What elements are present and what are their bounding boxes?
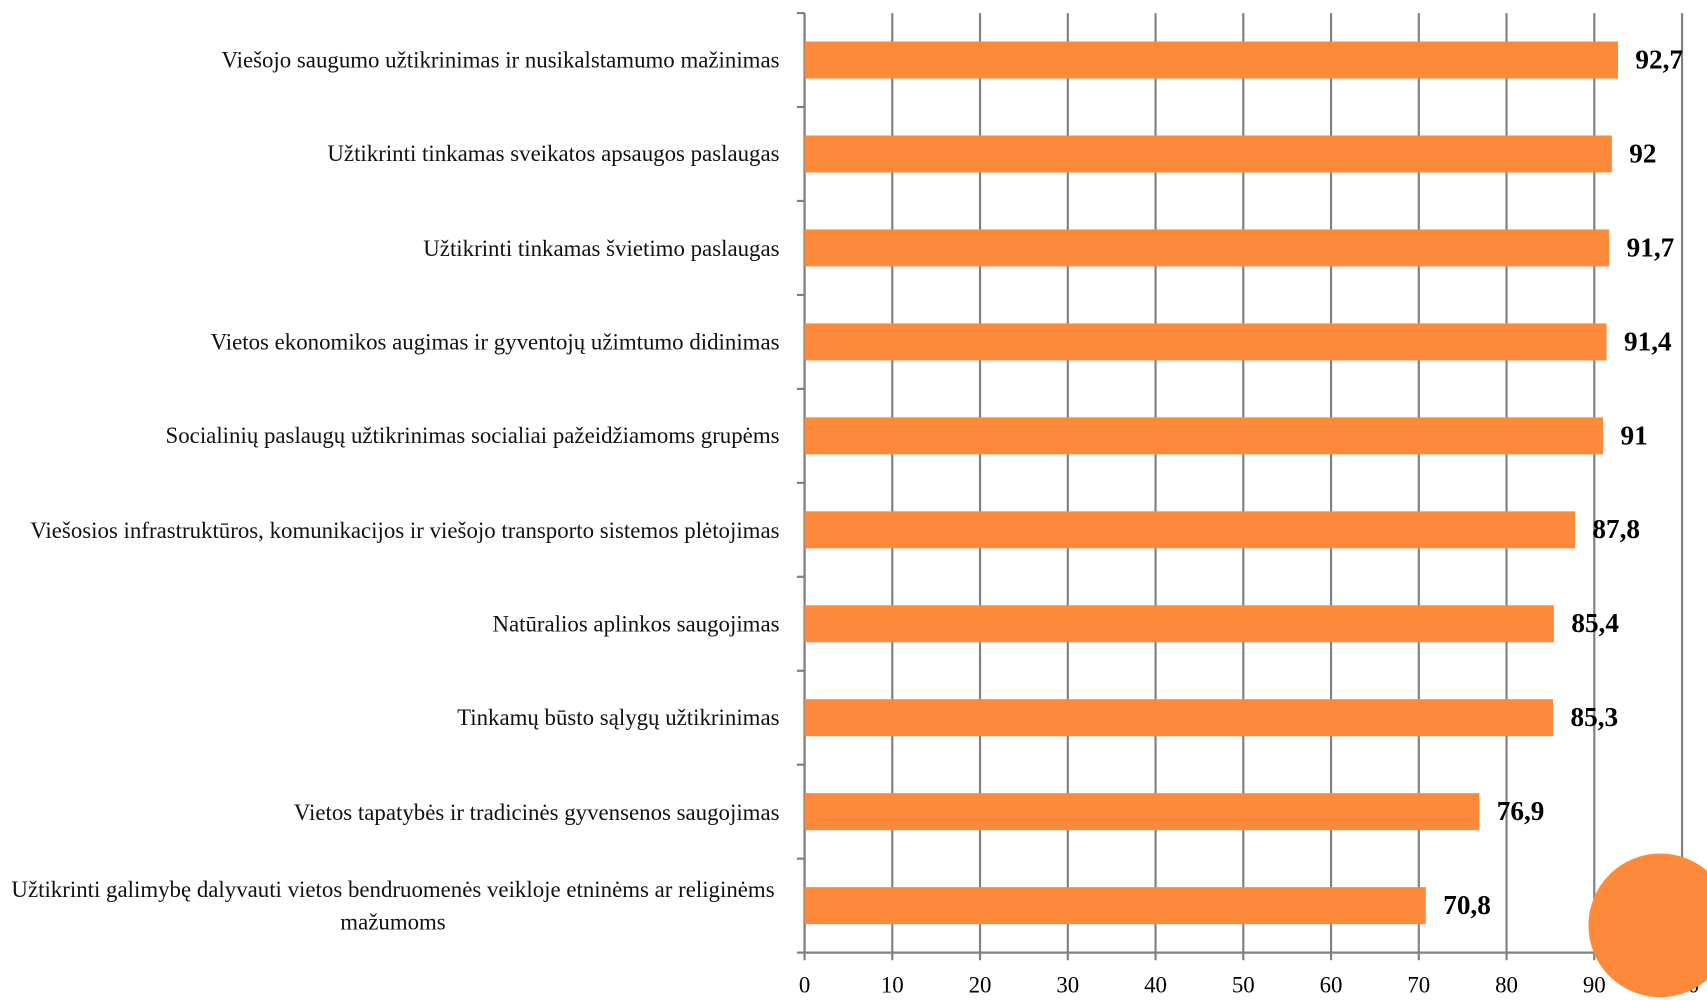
x-tick-label: 60 — [1320, 973, 1343, 998]
value-label: 91 — [1620, 420, 1647, 450]
bar — [804, 699, 1554, 737]
category-label-box: Užtikrinti galimybę dalyvauti vietos ben… — [0, 859, 780, 953]
category-label-box: Tinkamų būsto sąlygų užtikrinimas — [0, 671, 780, 765]
category-label: Viešojo saugumo užtikrinimas ir nusikals… — [221, 46, 780, 74]
x-tick-label: 70 — [1407, 973, 1430, 998]
value-label: 91,7 — [1627, 232, 1675, 262]
category-label: Užtikrinti tinkamas sveikatos apsaugos p… — [327, 140, 780, 168]
category-label-box: Vietos tapatybės ir tradicinės gyvenseno… — [0, 765, 780, 859]
bar — [804, 887, 1426, 925]
x-tick-label: 30 — [1056, 973, 1079, 998]
x-tick-label: 40 — [1144, 973, 1167, 998]
decoration — [1588, 853, 1707, 998]
bar — [804, 605, 1554, 643]
category-label: Natūralios aplinkos saugojimas — [492, 610, 780, 637]
x-tick-label: 20 — [969, 973, 992, 998]
category-label: Vietos ekonomikos augimas ir gyventojų u… — [210, 328, 780, 355]
category-label: Vietos tapatybės ir tradicinės gyvenseno… — [293, 798, 780, 825]
value-label: 91,4 — [1624, 326, 1672, 356]
x-tick-label: 80 — [1495, 973, 1518, 998]
value-label: 87,8 — [1592, 514, 1640, 544]
category-label-box: Viešojo saugumo užtikrinimas ir nusikals… — [0, 13, 780, 107]
value-label: 85,3 — [1570, 702, 1618, 732]
x-tick-label: 0 — [799, 973, 810, 998]
category-label: Viešosios infrastruktūros, komunikacijos… — [30, 516, 780, 543]
bar — [804, 41, 1618, 79]
bar — [804, 793, 1480, 831]
bar — [804, 229, 1610, 267]
category-label: Užtikrinti galimybę dalyvauti vietos ben… — [11, 876, 775, 936]
x-tick-label: 50 — [1232, 973, 1255, 998]
bar — [804, 135, 1612, 173]
bar — [804, 323, 1607, 361]
category-label-box: Užtikrinti tinkamas švietimo paslaugas — [0, 201, 780, 295]
bar — [804, 511, 1575, 549]
value-label: 76,9 — [1497, 796, 1545, 826]
value-label: 92 — [1629, 138, 1656, 168]
category-label-box: Socialinių paslaugų užtikrinimas sociali… — [0, 389, 780, 483]
category-label-box: Viešosios infrastruktūros, komunikacijos… — [0, 483, 780, 577]
x-tick-label: 90 — [1583, 973, 1606, 998]
category-label: Užtikrinti tinkamas švietimo paslaugas — [423, 234, 780, 261]
category-label: Socialinių paslaugų užtikrinimas sociali… — [165, 422, 780, 449]
category-label-box: Užtikrinti tinkamas sveikatos apsaugos p… — [0, 107, 780, 201]
category-label-box: Vietos ekonomikos augimas ir gyventojų u… — [0, 295, 780, 389]
value-label: 70,8 — [1443, 890, 1491, 920]
value-label: 85,4 — [1571, 608, 1619, 638]
value-label: 92,7 — [1635, 44, 1683, 74]
x-tick-label: 10 — [881, 973, 904, 998]
category-label: Tinkamų būsto sąlygų užtikrinimas — [457, 704, 780, 731]
category-label-box: Natūralios aplinkos saugojimas — [0, 577, 780, 671]
bar — [804, 417, 1604, 455]
